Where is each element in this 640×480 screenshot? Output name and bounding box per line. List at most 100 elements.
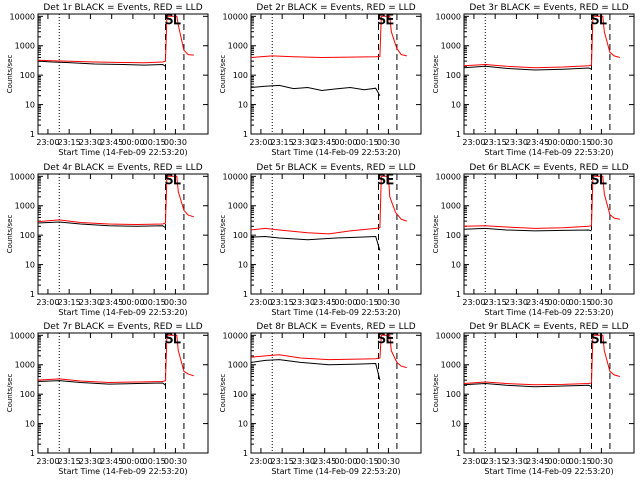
y-tick-label: 10000 <box>10 172 35 181</box>
y-tick-label: 10 <box>25 420 35 429</box>
x-tick-label: 23:30 <box>79 457 102 466</box>
x-tick-label: 23:15 <box>58 457 81 466</box>
x-axis-label: Start Time (14-Feb-09 22:53:20) <box>484 148 613 157</box>
x-tick-label: 23:00 <box>249 457 272 466</box>
x-tick-label: 00:30 <box>590 138 613 147</box>
lld-series-line <box>37 175 194 226</box>
x-tick-label: 00:15 <box>143 138 166 147</box>
x-axis-label: Start Time (14-Feb-09 22:53:20) <box>271 308 400 317</box>
y-tick-label: 1 <box>456 449 461 458</box>
x-tick-label: 00:15 <box>569 298 592 307</box>
y-tick-label: 10000 <box>223 331 248 340</box>
y-axis-label: Counts/sec <box>6 55 14 94</box>
x-axis-label: Start Time (14-Feb-09 22:53:20) <box>484 308 613 317</box>
x-tick-label: 23:45 <box>100 298 123 307</box>
y-tick-label: 10 <box>25 261 35 270</box>
x-tick-label: 23:00 <box>249 138 272 147</box>
x-tick-label: 23:00 <box>462 298 485 307</box>
x-tick-label: 00:15 <box>143 457 166 466</box>
x-tick-label: 00:30 <box>377 138 400 147</box>
lld-series-line <box>37 15 194 64</box>
x-tick-label: 23:45 <box>100 138 123 147</box>
y-tick-label: 1 <box>30 290 35 299</box>
x-tick-label: 23:30 <box>292 457 315 466</box>
y-tick-label: 1 <box>243 449 248 458</box>
detector-plot-5: Det 5r BLACK = Events, RED = LLD 1 10 100 10… <box>219 163 422 317</box>
x-tick-label: 23:15 <box>271 298 294 307</box>
y-tick-label: 100 <box>20 390 35 399</box>
mode-label: SE <box>377 13 393 28</box>
x-tick-label: 00:00 <box>547 457 570 466</box>
plot-frame <box>463 173 635 295</box>
plot-frame <box>250 13 422 135</box>
y-axis-label: Counts/sec <box>432 374 440 413</box>
y-tick-label: 10000 <box>223 172 248 181</box>
plot-title: Det 8r BLACK = Events, RED = LLD <box>256 322 415 332</box>
lld-series-line <box>463 175 620 229</box>
y-tick-label: 1000 <box>15 42 35 51</box>
x-tick-label: 23:30 <box>292 298 315 307</box>
y-axis-label: Counts/sec <box>219 215 227 254</box>
y-tick-label: 10000 <box>436 172 461 181</box>
plot-title: Det 4r BLACK = Events, RED = LLD <box>43 163 202 173</box>
y-tick-label: 10000 <box>10 12 35 21</box>
x-tick-label: 23:15 <box>484 138 507 147</box>
y-axis-label: Counts/sec <box>432 55 440 94</box>
x-tick-label: 23:00 <box>36 298 59 307</box>
x-tick-label: 23:15 <box>58 298 81 307</box>
detector-plot-8: Det 8r BLACK = Events, RED = LLD 1 10 100 10… <box>219 322 422 476</box>
y-tick-label: 1 <box>30 449 35 458</box>
events-series-line <box>37 380 166 386</box>
plot-title: Det 3r BLACK = Events, RED = LLD <box>469 3 628 13</box>
x-tick-label: 00:15 <box>143 298 166 307</box>
detector-plot-4: Det 4r BLACK = Events, RED = LLD 1 10 100 10… <box>6 163 209 317</box>
plot-frame <box>37 13 209 135</box>
x-tick-label: 00:15 <box>356 457 379 466</box>
lld-series-line <box>250 334 407 369</box>
plot-title: Det 2r BLACK = Events, RED = LLD <box>256 3 415 13</box>
x-tick-label: 23:00 <box>249 298 272 307</box>
mode-label: SL <box>165 173 181 188</box>
events-series-line <box>463 227 592 232</box>
mode-label: SL <box>165 13 181 28</box>
plot-title: Det 6r BLACK = Events, RED = LLD <box>469 163 628 173</box>
y-tick-label: 1 <box>243 130 248 139</box>
plot-title: Det 7r BLACK = Events, RED = LLD <box>43 322 202 332</box>
x-tick-label: 23:00 <box>462 138 485 147</box>
plot-title: Det 1r BLACK = Events, RED = LLD <box>43 3 202 13</box>
y-tick-label: 100 <box>446 71 461 80</box>
plot-frame <box>37 173 209 295</box>
x-tick-label: 00:30 <box>590 457 613 466</box>
x-tick-label: 23:45 <box>100 457 123 466</box>
x-tick-label: 23:30 <box>505 298 528 307</box>
y-tick-label: 1 <box>243 290 248 299</box>
lld-series-line <box>250 175 407 235</box>
y-tick-label: 100 <box>20 231 35 240</box>
y-tick-label: 10 <box>451 101 461 110</box>
x-tick-label: 23:15 <box>271 457 294 466</box>
x-tick-label: 23:00 <box>36 457 59 466</box>
mode-label: SE <box>377 173 393 188</box>
x-tick-label: 23:00 <box>462 457 485 466</box>
y-tick-label: 10 <box>238 420 248 429</box>
x-tick-label: 00:30 <box>377 298 400 307</box>
x-tick-label: 00:00 <box>121 298 144 307</box>
x-axis-label: Start Time (14-Feb-09 22:53:20) <box>271 467 400 476</box>
y-tick-label: 10 <box>238 101 248 110</box>
x-tick-label: 23:45 <box>526 298 549 307</box>
lld-series-line <box>463 334 620 386</box>
y-tick-label: 1 <box>456 130 461 139</box>
plot-frame <box>250 173 422 295</box>
x-tick-label: 00:15 <box>356 138 379 147</box>
y-tick-label: 1 <box>456 290 461 299</box>
x-tick-label: 00:00 <box>547 298 570 307</box>
detector-plot-2: Det 2r BLACK = Events, RED = LLD 1 10 100 10… <box>219 3 422 157</box>
x-axis-label: Start Time (14-Feb-09 22:53:20) <box>58 467 187 476</box>
x-tick-label: 23:45 <box>526 457 549 466</box>
y-tick-label: 1000 <box>228 42 248 51</box>
detector-plot-6: Det 6r BLACK = Events, RED = LLD 1 10 100 10… <box>432 163 635 317</box>
y-tick-label: 1 <box>30 130 35 139</box>
x-tick-label: 23:30 <box>505 457 528 466</box>
x-tick-label: 00:30 <box>377 457 400 466</box>
